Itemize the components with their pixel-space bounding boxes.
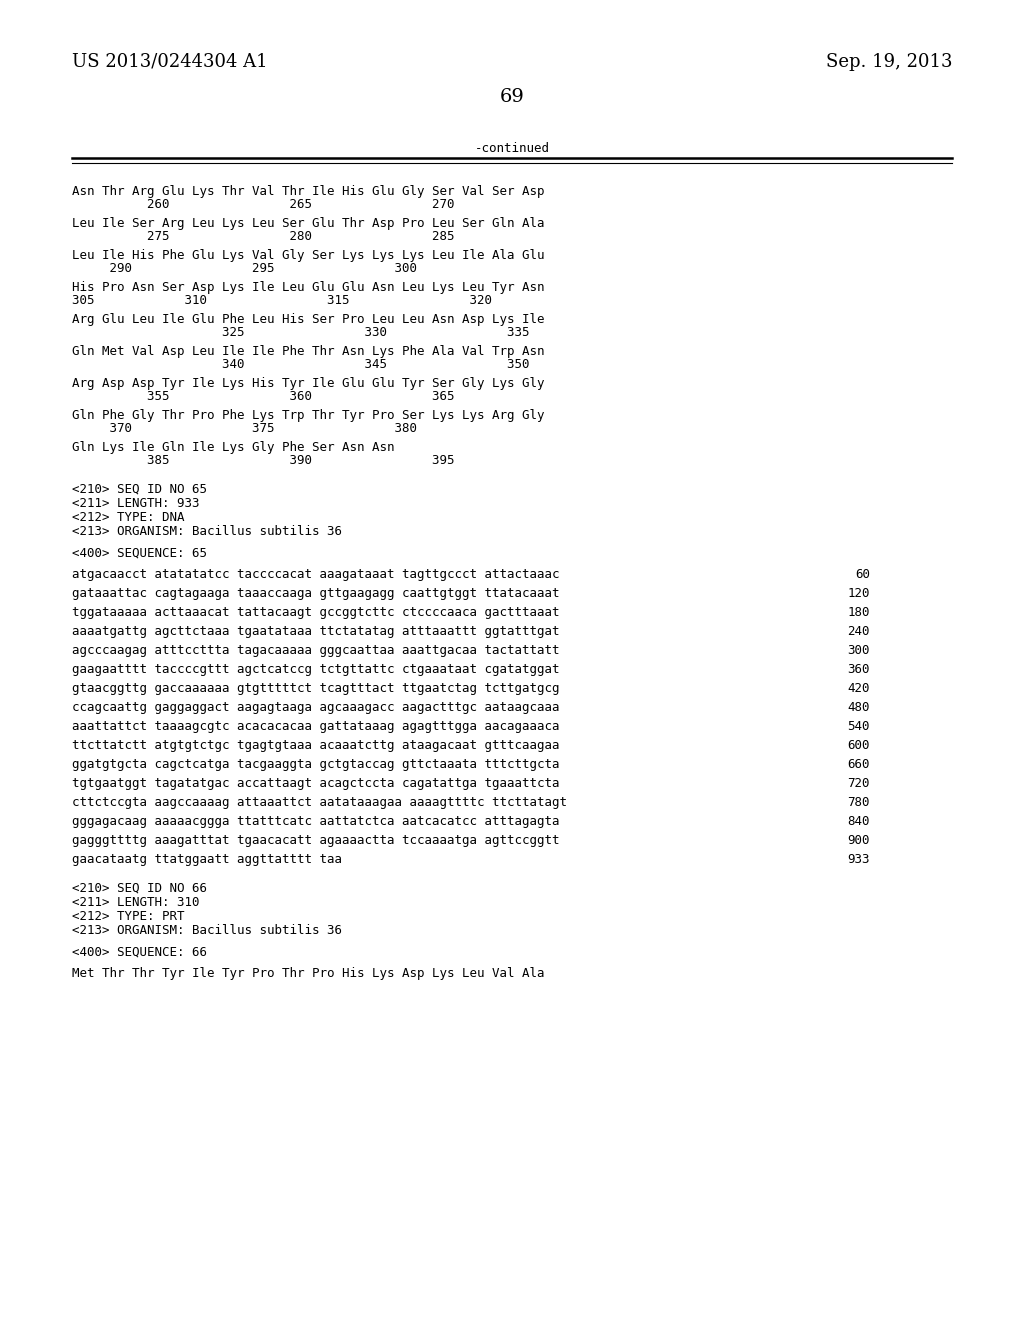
Text: 340                345                350: 340 345 350: [72, 358, 529, 371]
Text: 480: 480: [848, 701, 870, 714]
Text: Leu Ile Ser Arg Leu Lys Leu Ser Glu Thr Asp Pro Leu Ser Gln Ala: Leu Ile Ser Arg Leu Lys Leu Ser Glu Thr …: [72, 216, 545, 230]
Text: 60: 60: [855, 568, 870, 581]
Text: agcccaagag atttccttta tagacaaaaa gggcaattaa aaattgacaa tactattatt: agcccaagag atttccttta tagacaaaaa gggcaat…: [72, 644, 559, 657]
Text: gataaattac cagtagaaga taaaccaaga gttgaagagg caattgtggt ttatacaaat: gataaattac cagtagaaga taaaccaaga gttgaag…: [72, 587, 559, 601]
Text: gagggttttg aaagatttat tgaacacatt agaaaactta tccaaaatga agttccggtt: gagggttttg aaagatttat tgaacacatt agaaaac…: [72, 834, 559, 847]
Text: <211> LENGTH: 933: <211> LENGTH: 933: [72, 498, 200, 510]
Text: gtaacggttg gaccaaaaaa gtgtttttct tcagtttact ttgaatctag tcttgatgcg: gtaacggttg gaccaaaaaa gtgtttttct tcagttt…: [72, 682, 559, 696]
Text: 540: 540: [848, 719, 870, 733]
Text: gaagaatttt taccccgttt agctcatccg tctgttattc ctgaaataat cgatatggat: gaagaatttt taccccgttt agctcatccg tctgtta…: [72, 663, 559, 676]
Text: 360: 360: [848, 663, 870, 676]
Text: 660: 660: [848, 758, 870, 771]
Text: 240: 240: [848, 624, 870, 638]
Text: <210> SEQ ID NO 65: <210> SEQ ID NO 65: [72, 483, 207, 496]
Text: 900: 900: [848, 834, 870, 847]
Text: 275                280                285: 275 280 285: [72, 230, 455, 243]
Text: Gln Phe Gly Thr Pro Phe Lys Trp Thr Tyr Pro Ser Lys Lys Arg Gly: Gln Phe Gly Thr Pro Phe Lys Trp Thr Tyr …: [72, 409, 545, 422]
Text: -continued: -continued: [474, 141, 550, 154]
Text: 600: 600: [848, 739, 870, 752]
Text: 420: 420: [848, 682, 870, 696]
Text: Arg Glu Leu Ile Glu Phe Leu His Ser Pro Leu Leu Asn Asp Lys Ile: Arg Glu Leu Ile Glu Phe Leu His Ser Pro …: [72, 313, 545, 326]
Text: 355                360                365: 355 360 365: [72, 389, 455, 403]
Text: Leu Ile His Phe Glu Lys Val Gly Ser Lys Lys Lys Leu Ile Ala Glu: Leu Ile His Phe Glu Lys Val Gly Ser Lys …: [72, 249, 545, 261]
Text: ggatgtgcta cagctcatga tacgaaggta gctgtaccag gttctaaata tttcttgcta: ggatgtgcta cagctcatga tacgaaggta gctgtac…: [72, 758, 559, 771]
Text: ccagcaattg gaggaggact aagagtaaga agcaaagacc aagactttgc aataagcaaa: ccagcaattg gaggaggact aagagtaaga agcaaag…: [72, 701, 559, 714]
Text: ttcttatctt atgtgtctgc tgagtgtaaa acaaatcttg ataagacaat gtttcaagaa: ttcttatctt atgtgtctgc tgagtgtaaa acaaatc…: [72, 739, 559, 752]
Text: <212> TYPE: PRT: <212> TYPE: PRT: [72, 909, 184, 923]
Text: atgacaacct atatatatcc taccccacat aaagataaat tagttgccct attactaaac: atgacaacct atatatatcc taccccacat aaagata…: [72, 568, 559, 581]
Text: gggagacaag aaaaacggga ttatttcatc aattatctca aatcacatcc atttagagta: gggagacaag aaaaacggga ttatttcatc aattatc…: [72, 814, 559, 828]
Text: <212> TYPE: DNA: <212> TYPE: DNA: [72, 511, 184, 524]
Text: aaaatgattg agcttctaaa tgaatataaa ttctatatag atttaaattt ggtatttgat: aaaatgattg agcttctaaa tgaatataaa ttctata…: [72, 624, 559, 638]
Text: gaacataatg ttatggaatt aggttatttt taa: gaacataatg ttatggaatt aggttatttt taa: [72, 853, 342, 866]
Text: Arg Asp Asp Tyr Ile Lys His Tyr Ile Glu Glu Tyr Ser Gly Lys Gly: Arg Asp Asp Tyr Ile Lys His Tyr Ile Glu …: [72, 378, 545, 389]
Text: 370                375                380: 370 375 380: [72, 422, 417, 436]
Text: 69: 69: [500, 88, 524, 106]
Text: 120: 120: [848, 587, 870, 601]
Text: 260                265                270: 260 265 270: [72, 198, 455, 211]
Text: Gln Met Val Asp Leu Ile Ile Phe Thr Asn Lys Phe Ala Val Trp Asn: Gln Met Val Asp Leu Ile Ile Phe Thr Asn …: [72, 345, 545, 358]
Text: 780: 780: [848, 796, 870, 809]
Text: <400> SEQUENCE: 65: <400> SEQUENCE: 65: [72, 546, 207, 560]
Text: Asn Thr Arg Glu Lys Thr Val Thr Ile His Glu Gly Ser Val Ser Asp: Asn Thr Arg Glu Lys Thr Val Thr Ile His …: [72, 185, 545, 198]
Text: 290                295                300: 290 295 300: [72, 261, 417, 275]
Text: 300: 300: [848, 644, 870, 657]
Text: Met Thr Thr Tyr Ile Tyr Pro Thr Pro His Lys Asp Lys Leu Val Ala: Met Thr Thr Tyr Ile Tyr Pro Thr Pro His …: [72, 968, 545, 979]
Text: Gln Lys Ile Gln Ile Lys Gly Phe Ser Asn Asn: Gln Lys Ile Gln Ile Lys Gly Phe Ser Asn …: [72, 441, 394, 454]
Text: His Pro Asn Ser Asp Lys Ile Leu Glu Glu Asn Leu Lys Leu Tyr Asn: His Pro Asn Ser Asp Lys Ile Leu Glu Glu …: [72, 281, 545, 294]
Text: <210> SEQ ID NO 66: <210> SEQ ID NO 66: [72, 882, 207, 895]
Text: <400> SEQUENCE: 66: <400> SEQUENCE: 66: [72, 946, 207, 960]
Text: 385                390                395: 385 390 395: [72, 454, 455, 467]
Text: <213> ORGANISM: Bacillus subtilis 36: <213> ORGANISM: Bacillus subtilis 36: [72, 924, 342, 937]
Text: tgtgaatggt tagatatgac accattaagt acagctccta cagatattga tgaaattcta: tgtgaatggt tagatatgac accattaagt acagctc…: [72, 777, 559, 789]
Text: cttctccgta aagccaaaag attaaattct aatataaagaa aaaagttttc ttcttatagt: cttctccgta aagccaaaag attaaattct aatataa…: [72, 796, 567, 809]
Text: <211> LENGTH: 310: <211> LENGTH: 310: [72, 896, 200, 909]
Text: 720: 720: [848, 777, 870, 789]
Text: 305            310                315                320: 305 310 315 320: [72, 294, 492, 308]
Text: 180: 180: [848, 606, 870, 619]
Text: US 2013/0244304 A1: US 2013/0244304 A1: [72, 53, 267, 71]
Text: 840: 840: [848, 814, 870, 828]
Text: Sep. 19, 2013: Sep. 19, 2013: [825, 53, 952, 71]
Text: <213> ORGANISM: Bacillus subtilis 36: <213> ORGANISM: Bacillus subtilis 36: [72, 525, 342, 539]
Text: 933: 933: [848, 853, 870, 866]
Text: aaattattct taaaagcgtc acacacacaa gattataaag agagtttgga aacagaaaca: aaattattct taaaagcgtc acacacacaa gattata…: [72, 719, 559, 733]
Text: tggataaaaa acttaaacat tattacaagt gccggtcttc ctccccaaca gactttaaat: tggataaaaa acttaaacat tattacaagt gccggtc…: [72, 606, 559, 619]
Text: 325                330                335: 325 330 335: [72, 326, 529, 339]
